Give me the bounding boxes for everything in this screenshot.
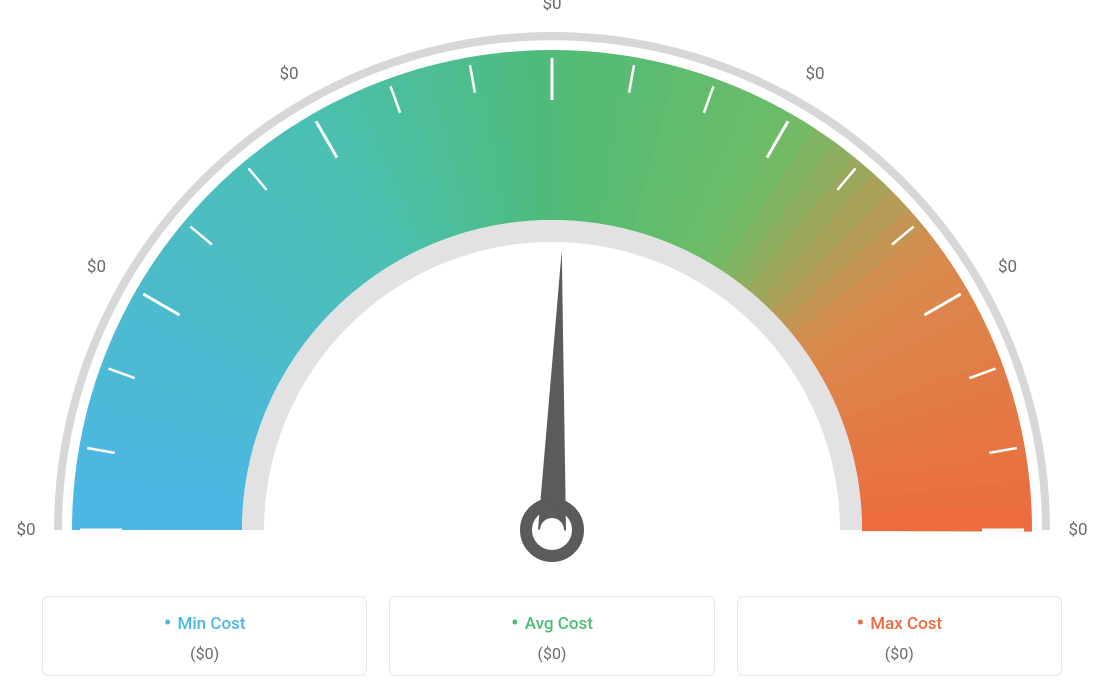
gauge-tick-label: $0	[542, 0, 561, 14]
legend-card-max: Max Cost ($0)	[737, 596, 1062, 676]
gauge-tick-label: $0	[279, 64, 298, 84]
legend-label: Avg Cost	[400, 611, 703, 636]
gauge-svg	[0, 0, 1104, 580]
legend-value: ($0)	[53, 644, 356, 663]
gauge-tick-label: $0	[87, 257, 106, 277]
gauge-tick-label: $0	[1068, 520, 1087, 540]
gauge-tick-label: $0	[805, 64, 824, 84]
legend-card-min: Min Cost ($0)	[42, 596, 367, 676]
gauge-tick-label: $0	[998, 257, 1017, 277]
gauge-chart	[0, 0, 1104, 584]
legend-row: Min Cost ($0) Avg Cost ($0) Max Cost ($0…	[42, 596, 1062, 676]
legend-value: ($0)	[748, 644, 1051, 663]
legend-value: ($0)	[400, 644, 703, 663]
legend-card-avg: Avg Cost ($0)	[389, 596, 714, 676]
legend-label: Max Cost	[748, 611, 1051, 636]
legend-label: Min Cost	[53, 611, 356, 636]
gauge-tick-label: $0	[16, 520, 35, 540]
